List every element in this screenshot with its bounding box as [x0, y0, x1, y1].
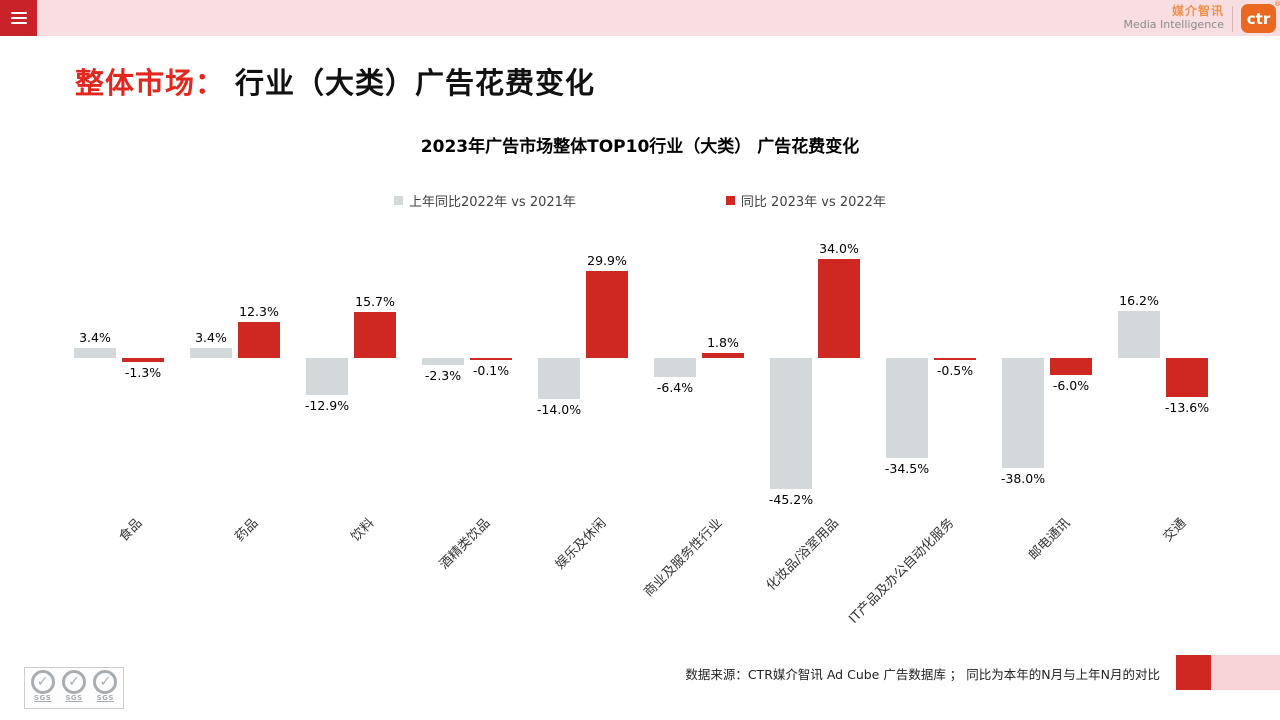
- bar-group: 3.4% -1.3% 食品: [60, 225, 176, 610]
- brand-name-en: Media Intelligence: [1123, 18, 1224, 32]
- value-label: -12.9%: [304, 398, 350, 414]
- value-label: 12.3%: [239, 304, 279, 320]
- value-label: -34.5%: [884, 461, 930, 477]
- value-label: -1.3%: [124, 364, 162, 380]
- check-icon: ✓: [61, 670, 86, 694]
- category-label: 食品: [116, 515, 146, 545]
- value-label: 3.4%: [79, 330, 111, 346]
- category-label: 化妆品/浴室用品: [763, 515, 842, 594]
- value-label: 34.0%: [819, 241, 859, 257]
- value-label: -2.3%: [424, 367, 462, 383]
- yoy-bar: [818, 259, 860, 358]
- prev-yoy-bar: [1002, 358, 1044, 469]
- page-title-highlight: 整体市场：: [75, 66, 226, 100]
- corner-red-block: [1176, 655, 1211, 690]
- value-label: 1.8%: [707, 334, 739, 350]
- bar-group: -38.0% -6.0% 邮电通讯: [988, 225, 1104, 610]
- value-label: -6.4%: [656, 379, 694, 395]
- legend-item-prev-yoy: 上年同比2022年 vs 2021年: [394, 191, 576, 210]
- value-label: -0.1%: [472, 362, 510, 378]
- bar-group: -45.2% 34.0% 化妆品/浴室用品: [756, 225, 872, 610]
- menu-button[interactable]: [0, 0, 37, 36]
- prev-yoy-bar: [306, 358, 348, 396]
- value-label: 15.7%: [355, 294, 395, 310]
- value-label: -14.0%: [536, 401, 582, 417]
- prev-yoy-bar: [1118, 311, 1160, 358]
- sgs-certification-icon: ✓ SGS: [28, 670, 58, 706]
- value-label: 3.4%: [195, 330, 227, 346]
- corner-pink-block: [1211, 655, 1280, 690]
- legend-label-prev-yoy: 上年同比2022年 vs 2021年: [409, 195, 576, 210]
- legend-item-yoy: 同比 2023年 vs 2022年: [725, 191, 886, 210]
- prev-yoy-bar: [654, 358, 696, 377]
- prev-yoy-bar: [74, 348, 116, 358]
- brand-divider: [1232, 5, 1233, 32]
- page-title: 整体市场： 行业（大类）广告花费变化: [75, 60, 595, 102]
- value-label: 29.9%: [587, 253, 627, 269]
- legend-label-yoy: 同比 2023年 vs 2022年: [740, 195, 886, 210]
- brand-text: 媒介智讯 Media Intelligence: [1123, 4, 1224, 32]
- bar-group: 16.2% -13.6% 交通: [1104, 225, 1220, 610]
- value-label: -45.2%: [768, 492, 814, 508]
- bar-group: -34.5% -0.5% IT产品及办公自动化服务: [847, 225, 988, 627]
- category-label: 药品: [232, 515, 262, 545]
- check-icon: ✓: [93, 670, 118, 694]
- legend-swatch-red-icon: [725, 196, 735, 205]
- prev-yoy-bar: [538, 358, 580, 399]
- yoy-bar: [238, 322, 280, 358]
- brand-name-cn: 媒介智讯: [1171, 4, 1224, 19]
- ctr-logo-text: ctr: [1246, 9, 1271, 28]
- bar-group: -12.9% 15.7% 饮料: [292, 225, 408, 610]
- category-label: 娱乐及休闲: [552, 515, 610, 573]
- category-label: 酒精类饮品: [436, 515, 494, 573]
- chart-legend: 上年同比2022年 vs 2021年 同比 2023年 vs 2022年: [0, 191, 1280, 210]
- yoy-bar: [586, 271, 628, 358]
- bar-group: -14.0% 29.9% 娱乐及休闲: [524, 225, 640, 610]
- value-label: -38.0%: [1000, 471, 1046, 487]
- bar-group: -6.4% 1.8% 商业及服务性行业: [640, 225, 756, 610]
- category-label: 商业及服务性行业: [641, 515, 726, 600]
- sgs-certification-icon: ✓ SGS: [59, 670, 89, 706]
- category-label: 饮料: [348, 515, 378, 545]
- yoy-bar: [1166, 358, 1208, 398]
- brand: 媒介智讯 Media Intelligence ctr ®: [1123, 0, 1280, 34]
- value-label: -13.6%: [1164, 400, 1210, 416]
- prev-yoy-bar: [190, 348, 232, 358]
- top-bar: 媒介智讯 Media Intelligence ctr ®: [0, 0, 1280, 36]
- page-title-rest: 行业（大类）广告花费变化: [235, 66, 596, 100]
- bar-group: -2.3% -0.1% 酒精类饮品: [408, 225, 524, 610]
- yoy-bar: [354, 312, 396, 358]
- sgs-label: SGS: [65, 694, 83, 702]
- value-label: -6.0%: [1052, 378, 1090, 394]
- bar-group: 3.4% 12.3% 药品: [176, 225, 292, 610]
- prev-yoy-bar: [886, 358, 928, 459]
- value-label: -0.5%: [936, 362, 974, 378]
- hamburger-icon: [10, 12, 27, 24]
- sgs-logos: ✓ SGS ✓ SGS ✓ SGS: [24, 667, 124, 709]
- category-label: 邮电通讯: [1026, 515, 1074, 564]
- value-label: 16.2%: [1119, 293, 1159, 309]
- prev-yoy-bar: [770, 358, 812, 490]
- sgs-label: SGS: [96, 694, 114, 702]
- data-source-note: 数据来源：CTR媒介智讯 Ad Cube 广告数据库 ； 同比为本年的N月与上年…: [685, 667, 1160, 682]
- yoy-bar: [934, 358, 976, 360]
- check-icon: ✓: [30, 670, 55, 694]
- plot: 3.4% -1.3% 食品 3.4% 12.3% 药品 -12.9% 15.7% 饮料 -2.3%…: [60, 225, 1220, 627]
- chart-title: 2023年广告市场整体TOP10行业（大类） 广告花费变化: [420, 137, 860, 157]
- yoy-bar: [470, 358, 512, 360]
- registered-mark-icon: ®: [1274, 0, 1280, 8]
- ctr-logo: ctr ®: [1241, 0, 1280, 33]
- legend-swatch-gray-icon: [394, 196, 404, 205]
- yoy-bar: [702, 352, 744, 358]
- category-label: 交通: [1160, 515, 1190, 545]
- sgs-label: SGS: [33, 694, 52, 702]
- prev-yoy-bar: [422, 358, 464, 365]
- yoy-bar: [1050, 358, 1092, 376]
- yoy-bar: [122, 358, 164, 362]
- sgs-certification-icon: ✓ SGS: [90, 670, 120, 706]
